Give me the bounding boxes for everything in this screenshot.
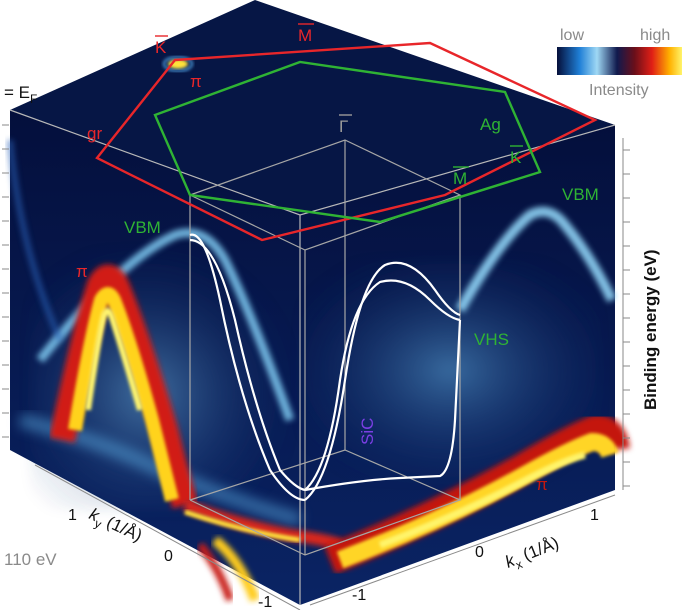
kx-tick-1: 1 [590, 507, 599, 524]
gr-label: gr [87, 124, 102, 143]
pi-right-label: π [536, 475, 548, 494]
inner-box-bottom [189, 449, 462, 556]
cube-frame [9, 109, 616, 605]
left-edge-band [7, 139, 63, 342]
sic-band-right-outer [304, 261, 461, 501]
kx-tick-neg1: -1 [352, 587, 366, 604]
sic-band-right-inner [304, 279, 461, 491]
right-light-band [455, 206, 617, 313]
photon-energy-label: 110 eV [4, 550, 57, 569]
top-face [10, 0, 615, 215]
fermi-label-text: = EF [4, 83, 37, 106]
bottom-strip-yellow [184, 509, 301, 543]
m-red-label: M [298, 26, 312, 45]
sic-label: SiC [358, 418, 377, 445]
kx-tick-0: 0 [475, 544, 484, 561]
left-edge-ticks [2, 124, 9, 438]
ag-bz [153, 60, 542, 224]
gamma-label: Γ [339, 117, 348, 136]
sic-band-left-outer [189, 233, 306, 502]
bottom-strip-red [182, 499, 343, 551]
kx-axis-title: kx (1/Å) [502, 533, 563, 575]
pi-left-label: π [76, 262, 88, 281]
left-pi-band-yellow [68, 287, 179, 502]
vbm-left-label: VBM [124, 218, 161, 237]
kx-axis-line [309, 494, 616, 606]
colorbar: low high Intensity [557, 27, 682, 99]
left-pi-band-core [85, 307, 143, 411]
vhs-label: VHS [474, 330, 509, 349]
colorbar-title: Intensity [589, 82, 649, 99]
front-bottom-strip-red [196, 542, 234, 602]
pi-top-label: π [190, 72, 202, 91]
colorbar-gradient [557, 47, 682, 75]
k-point-hotspot-ring [163, 56, 193, 72]
feature-labels: gr Ag K M π π π VBM VBM VHS Γ M K SiC [76, 23, 599, 494]
z-axis-title: Binding energy (eV) [641, 249, 660, 410]
brillouin-zones [95, 41, 598, 242]
vbm-right-label: VBM [562, 185, 599, 204]
k-green-label: K [510, 148, 522, 167]
fermi-level-label: = EF [4, 83, 37, 106]
graphene-bz [95, 41, 598, 242]
colorbar-low-label: low [560, 27, 584, 44]
ky-tick-1: 1 [68, 507, 77, 524]
ag-label: Ag [480, 115, 501, 134]
z-axis-ticks [623, 149, 630, 487]
k-red-label: K [155, 38, 167, 57]
front-bottom-strip [211, 536, 260, 602]
ky-tick-0: 0 [164, 548, 173, 565]
sic-band-left-inner [189, 238, 306, 492]
ky-axis-line [34, 464, 301, 610]
m-green-label: M [453, 169, 467, 188]
band-features [7, 56, 630, 602]
colorbar-high-label: high [640, 27, 670, 44]
right-pi-band-core [378, 451, 586, 549]
z-axis: Binding energy (eV) [622, 138, 660, 490]
sic-band-bottom [304, 319, 462, 492]
ky-tick-neg1: -1 [258, 594, 272, 610]
sic-band-curves [189, 233, 462, 502]
